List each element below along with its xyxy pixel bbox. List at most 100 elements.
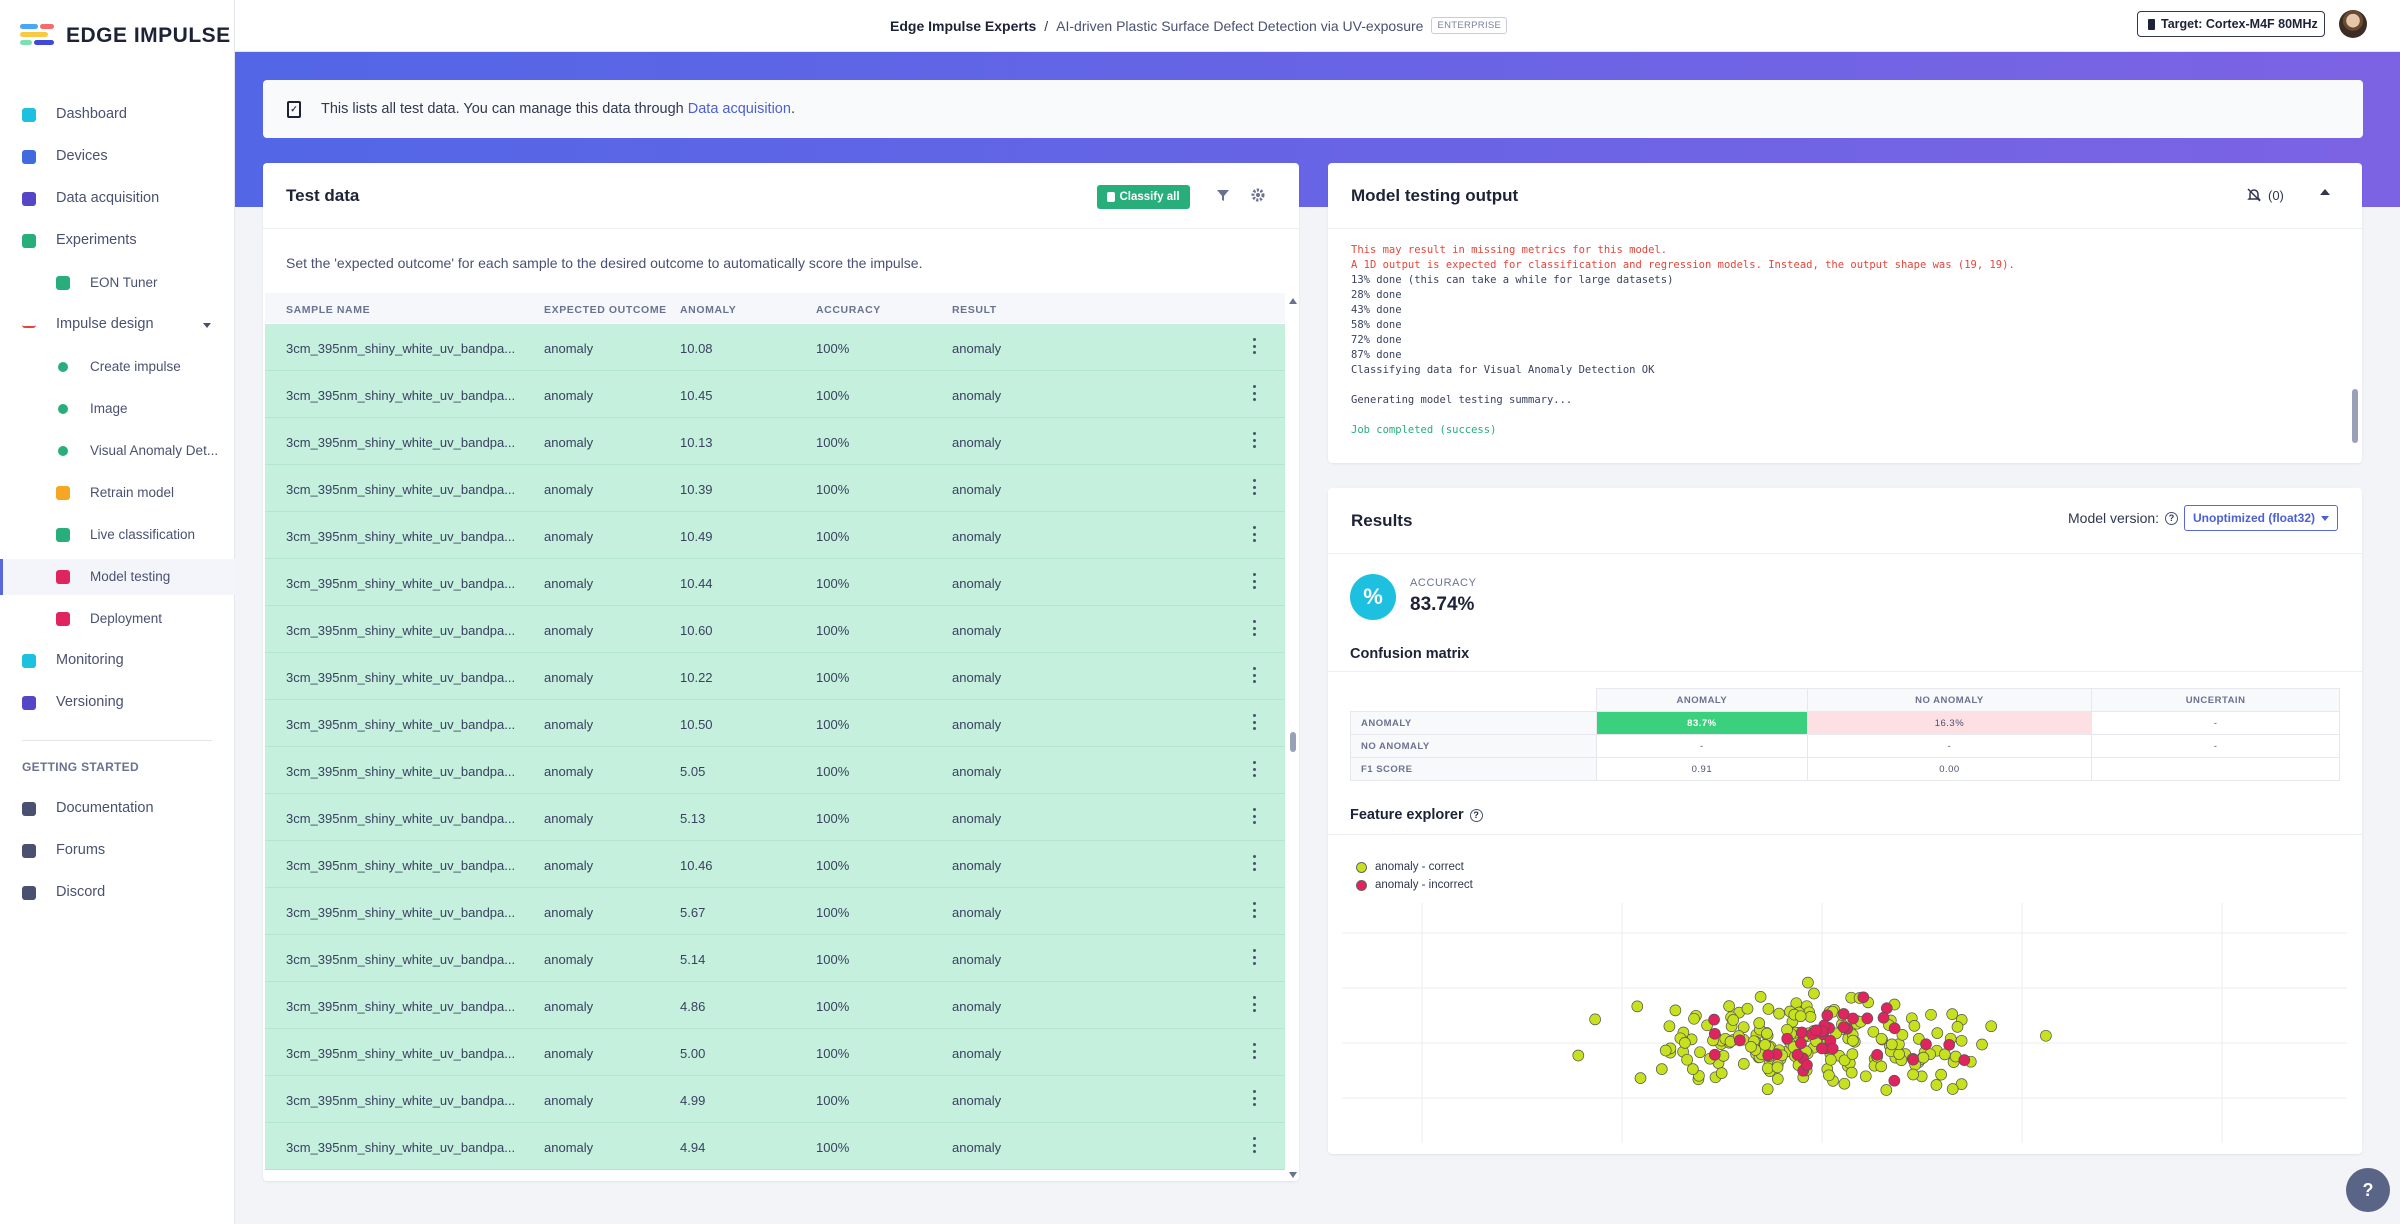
- sidebar-item-impulse-design[interactable]: Impulse design: [0, 307, 235, 343]
- row-menu-icon[interactable]: [1250, 526, 1258, 542]
- sidebar-item-versioning[interactable]: Versioning: [0, 685, 235, 721]
- scatter-point-incorrect[interactable]: [1861, 1012, 1874, 1025]
- feature-help-icon[interactable]: ?: [1469, 808, 1483, 822]
- scatter-point-correct[interactable]: [1893, 1048, 1905, 1060]
- scatter-point-correct[interactable]: [1845, 1066, 1858, 1079]
- notifications-toggle[interactable]: (0): [2246, 187, 2284, 203]
- row-menu-icon[interactable]: [1250, 620, 1258, 636]
- scatter-point-correct[interactable]: [1737, 1058, 1750, 1070]
- sidebar-item-image[interactable]: Image: [0, 391, 235, 427]
- scatter-point-correct[interactable]: [1917, 1051, 1930, 1064]
- table-row[interactable]: 3cm_395nm_shiny_white_uv_bandpa... anomal…: [265, 935, 1285, 982]
- row-menu-icon[interactable]: [1250, 996, 1258, 1012]
- scatter-point-correct[interactable]: [1880, 1084, 1893, 1096]
- table-row[interactable]: 3cm_395nm_shiny_white_uv_bandpa... anomal…: [265, 465, 1285, 512]
- scatter-point-correct[interactable]: [1804, 1011, 1817, 1023]
- scroll-thumb[interactable]: [1290, 732, 1296, 752]
- row-menu-icon[interactable]: [1250, 714, 1258, 730]
- row-menu-icon[interactable]: [1250, 1090, 1258, 1106]
- row-menu-icon[interactable]: [1250, 479, 1258, 495]
- scatter-point-correct[interactable]: [1745, 1041, 1757, 1053]
- scatter-point-incorrect[interactable]: [1888, 1074, 1901, 1087]
- classify-all-button[interactable]: Classify all: [1097, 185, 1190, 209]
- scatter-point-correct[interactable]: [1687, 1063, 1699, 1075]
- table-row[interactable]: 3cm_395nm_shiny_white_uv_bandpa... anomal…: [265, 1029, 1285, 1076]
- filter-icon[interactable]: [1215, 187, 1231, 203]
- sidebar-item-forums[interactable]: Forums: [0, 833, 235, 869]
- sidebar-item-data-acquisition[interactable]: Data acquisition: [0, 181, 235, 217]
- help-chat-button[interactable]: ?: [2346, 1168, 2390, 1212]
- scatter-point-correct[interactable]: [1679, 1037, 1691, 1049]
- sidebar-item-deployment[interactable]: Deployment: [0, 601, 235, 637]
- scatter-point-correct[interactable]: [1867, 1025, 1880, 1038]
- row-menu-icon[interactable]: [1250, 949, 1258, 965]
- model-version-select[interactable]: Unoptimized (float32): [2184, 505, 2338, 531]
- col-sample-name[interactable]: SAMPLE NAME: [286, 304, 371, 316]
- output-scroll-thumb[interactable]: [2352, 389, 2358, 443]
- scatter-point-correct[interactable]: [1655, 1063, 1668, 1075]
- scatter-point-correct[interactable]: [1741, 1002, 1754, 1015]
- scatter-point-correct[interactable]: [1955, 1078, 1968, 1090]
- scatter-point-correct[interactable]: [1875, 1060, 1888, 1073]
- scatter-point-correct[interactable]: [1761, 1027, 1773, 1040]
- col-accuracy[interactable]: ACCURACY: [816, 304, 881, 316]
- row-menu-icon[interactable]: [1250, 338, 1258, 354]
- scatter-point-correct[interactable]: [1907, 1068, 1919, 1081]
- sidebar-item-monitoring[interactable]: Monitoring: [0, 643, 235, 679]
- scatter-point-correct[interactable]: [1930, 1079, 1943, 1091]
- scatter-point-correct[interactable]: [1663, 1020, 1676, 1033]
- scatter-point-correct[interactable]: [1727, 1014, 1740, 1026]
- collapse-chevron-icon[interactable]: [2320, 189, 2330, 195]
- sidebar-item-visual-anomaly-det[interactable]: Visual Anomaly Det...: [0, 433, 235, 469]
- row-menu-icon[interactable]: [1250, 573, 1258, 589]
- table-row[interactable]: 3cm_395nm_shiny_white_uv_bandpa... anomal…: [265, 982, 1285, 1029]
- table-row[interactable]: 3cm_395nm_shiny_white_uv_bandpa... anomal…: [265, 418, 1285, 465]
- sidebar-item-documentation[interactable]: Documentation: [0, 791, 235, 827]
- row-menu-icon[interactable]: [1250, 902, 1258, 918]
- sidebar-item-dashboard[interactable]: Dashboard: [0, 97, 235, 133]
- breadcrumb-project[interactable]: AI-driven Plastic Surface Defect Detecti…: [1056, 17, 1424, 34]
- legend-incorrect[interactable]: anomaly - incorrect: [1356, 876, 1473, 894]
- sidebar-item-experiments[interactable]: Experiments: [0, 223, 235, 259]
- scatter-point-correct[interactable]: [1946, 1083, 1959, 1095]
- scatter-point-incorrect[interactable]: [1733, 1034, 1746, 1047]
- row-menu-icon[interactable]: [1250, 808, 1258, 824]
- scatter-point-correct[interactable]: [1762, 1003, 1775, 1015]
- scatter-point-correct[interactable]: [1723, 1000, 1735, 1012]
- scatter-point-correct[interactable]: [1955, 1034, 1968, 1047]
- scatter-point-correct[interactable]: [1824, 1053, 1837, 1066]
- scatter-point-incorrect[interactable]: [1888, 1022, 1901, 1035]
- scatter-point-correct[interactable]: [1875, 1032, 1888, 1045]
- scatter-point-correct[interactable]: [1634, 1072, 1647, 1084]
- scatter-point-correct[interactable]: [1631, 1000, 1644, 1013]
- table-row[interactable]: 3cm_395nm_shiny_white_uv_bandpa... anomal…: [265, 371, 1285, 418]
- row-menu-icon[interactable]: [1250, 385, 1258, 401]
- gear-icon[interactable]: [1250, 187, 1266, 203]
- scatter-point-correct[interactable]: [1754, 991, 1767, 1003]
- scatter-point-incorrect[interactable]: [1791, 1048, 1804, 1061]
- scatter-point-incorrect[interactable]: [1708, 1027, 1721, 1040]
- table-row[interactable]: 3cm_395nm_shiny_white_uv_bandpa... anomal…: [265, 653, 1285, 700]
- scatter-point-correct[interactable]: [1946, 1008, 1959, 1020]
- table-row[interactable]: 3cm_395nm_shiny_white_uv_bandpa... anomal…: [265, 559, 1285, 606]
- feature-explorer-scatter[interactable]: [1342, 843, 2347, 1143]
- row-menu-icon[interactable]: [1250, 432, 1258, 448]
- table-scrollbar[interactable]: [1288, 298, 1298, 1178]
- data-acquisition-link[interactable]: Data acquisition: [687, 101, 791, 117]
- scatter-point-correct[interactable]: [1976, 1038, 1988, 1051]
- scatter-point-incorrect[interactable]: [1958, 1054, 1971, 1066]
- scatter-point-correct[interactable]: [1589, 1013, 1601, 1026]
- table-row[interactable]: 3cm_395nm_shiny_white_uv_bandpa... anomal…: [265, 324, 1285, 371]
- scatter-point-correct[interactable]: [1761, 1083, 1774, 1096]
- row-menu-icon[interactable]: [1250, 761, 1258, 777]
- scatter-point-correct[interactable]: [1737, 1021, 1750, 1034]
- scatter-point-incorrect[interactable]: [1708, 1013, 1720, 1026]
- scatter-point-correct[interactable]: [1753, 1017, 1766, 1029]
- scroll-up-icon[interactable]: [1289, 298, 1297, 304]
- table-row[interactable]: 3cm_395nm_shiny_white_uv_bandpa... anomal…: [265, 606, 1285, 653]
- scatter-point-correct[interactable]: [1846, 1048, 1859, 1060]
- scatter-point-correct[interactable]: [1935, 1068, 1947, 1081]
- scatter-point-correct[interactable]: [1896, 1029, 1909, 1041]
- scatter-point-incorrect[interactable]: [1871, 1048, 1884, 1061]
- scatter-point-incorrect[interactable]: [1816, 1042, 1828, 1055]
